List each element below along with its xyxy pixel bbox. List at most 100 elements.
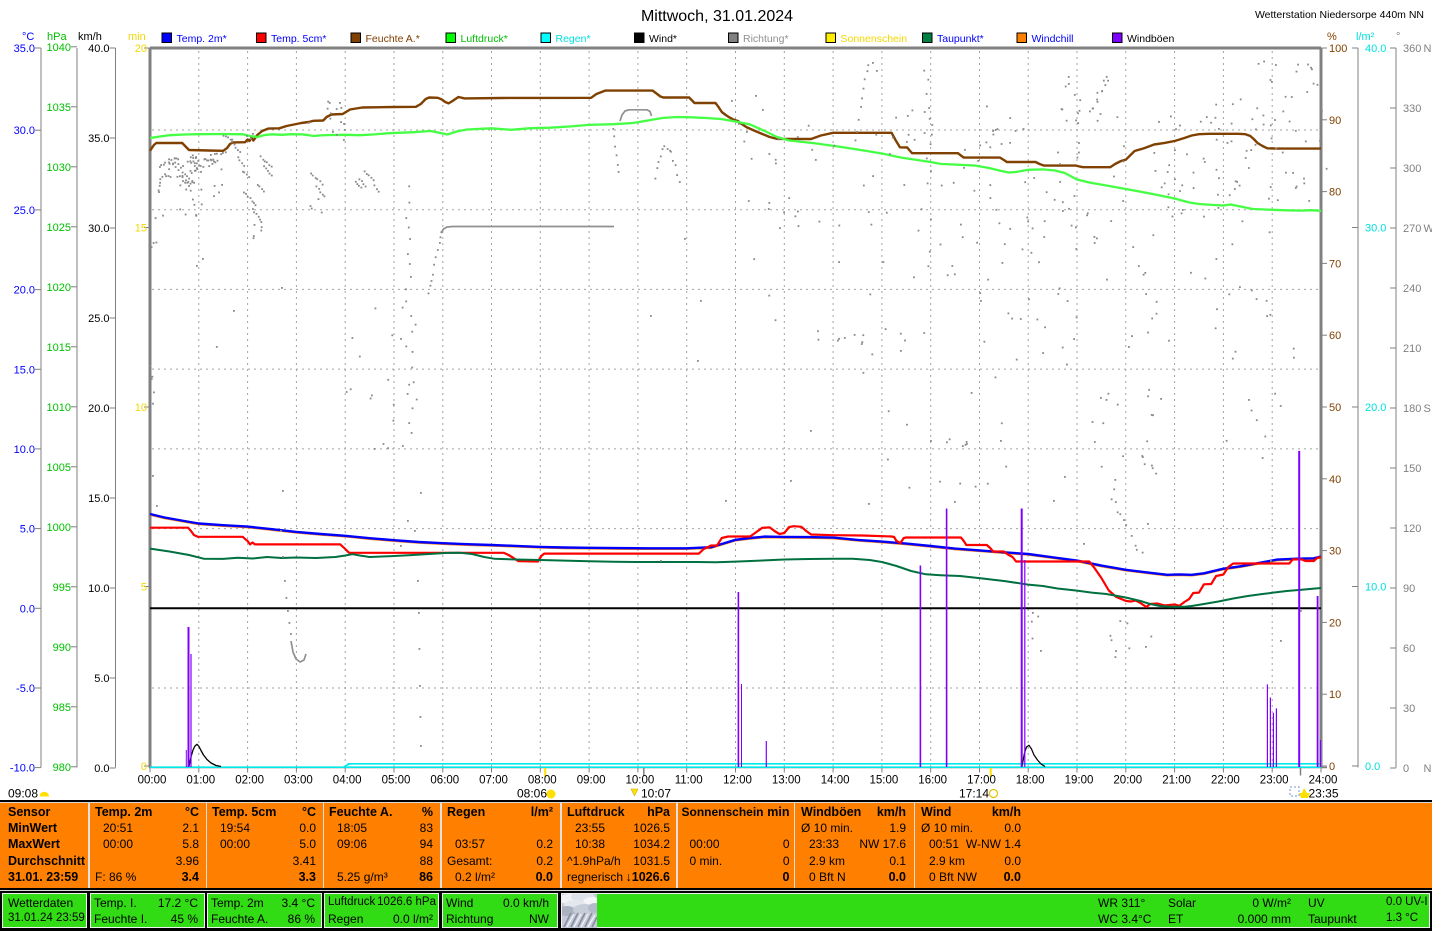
svg-text:Windböen: Windböen <box>1127 33 1174 45</box>
svg-text:N: N <box>1424 43 1432 55</box>
svg-text:07:00: 07:00 <box>479 775 508 787</box>
svg-text:-10.0: -10.0 <box>10 763 35 775</box>
svg-text:09:00: 09:00 <box>577 775 606 787</box>
svg-text:70: 70 <box>1329 258 1341 270</box>
svg-text:10.0: 10.0 <box>1365 582 1386 594</box>
svg-text:10.0: 10.0 <box>88 583 109 595</box>
svg-text:Temp. 2m*: Temp. 2m* <box>177 33 227 45</box>
svg-text:20: 20 <box>1329 617 1341 629</box>
svg-text:1005: 1005 <box>47 462 71 474</box>
svg-text:1030: 1030 <box>47 162 71 174</box>
svg-text:Wind*: Wind* <box>649 33 677 45</box>
svg-text:995: 995 <box>53 582 71 594</box>
svg-text:180: 180 <box>1403 403 1421 415</box>
svg-text:Luftdruck*: Luftdruck* <box>461 33 508 45</box>
svg-text:15.0: 15.0 <box>14 364 35 376</box>
svg-text:Temp. 5cm*: Temp. 5cm* <box>271 33 326 45</box>
svg-text:90: 90 <box>1329 115 1341 127</box>
svg-text:25.0: 25.0 <box>88 313 109 325</box>
svg-text:10: 10 <box>135 402 147 414</box>
svg-text:5: 5 <box>141 582 147 594</box>
svg-text:18:00: 18:00 <box>1016 775 1045 787</box>
svg-text:980: 980 <box>53 762 71 774</box>
svg-text:15: 15 <box>135 223 147 235</box>
svg-text:02:00: 02:00 <box>235 775 264 787</box>
svg-text:120: 120 <box>1403 523 1421 535</box>
svg-text:16:00: 16:00 <box>918 775 947 787</box>
svg-text:Sonnenschein: Sonnenschein <box>841 33 908 45</box>
svg-text:03:00: 03:00 <box>284 775 313 787</box>
svg-text:l/m²: l/m² <box>1356 31 1375 43</box>
svg-text:20: 20 <box>135 43 147 55</box>
svg-text:23:35: 23:35 <box>1309 787 1339 801</box>
svg-text:08:06: 08:06 <box>517 787 547 801</box>
svg-text:5.0: 5.0 <box>20 524 35 536</box>
svg-text:210: 210 <box>1403 343 1421 355</box>
svg-text:270: 270 <box>1403 223 1421 235</box>
svg-text:40.0: 40.0 <box>1365 43 1386 55</box>
svg-text:0: 0 <box>1403 763 1409 775</box>
svg-text:25.0: 25.0 <box>14 205 35 217</box>
svg-text:hPa: hPa <box>47 31 67 43</box>
svg-text:990: 990 <box>53 642 71 654</box>
svg-text:20.0: 20.0 <box>88 403 109 415</box>
svg-text:00:00: 00:00 <box>138 775 167 787</box>
svg-text:30.0: 30.0 <box>14 125 35 137</box>
svg-text:1035: 1035 <box>47 102 71 114</box>
svg-text:30.0: 30.0 <box>1365 223 1386 235</box>
svg-text:1000: 1000 <box>47 522 71 534</box>
svg-text:60: 60 <box>1403 643 1415 655</box>
svg-text:08:00: 08:00 <box>528 775 557 787</box>
svg-text:30: 30 <box>1403 703 1415 715</box>
svg-text:21:00: 21:00 <box>1162 775 1191 787</box>
svg-text:20.0: 20.0 <box>1365 402 1386 414</box>
svg-text:15:00: 15:00 <box>870 775 899 787</box>
svg-text:240: 240 <box>1403 283 1421 295</box>
svg-text:17:14: 17:14 <box>959 787 989 801</box>
svg-text:20.0: 20.0 <box>14 285 35 297</box>
svg-text:06:00: 06:00 <box>430 775 459 787</box>
svg-text:60: 60 <box>1329 330 1341 342</box>
svg-text:0.0: 0.0 <box>20 603 35 615</box>
svg-text:15.0: 15.0 <box>88 493 109 505</box>
svg-text:10:00: 10:00 <box>626 775 655 787</box>
svg-text:Feuchte A.*: Feuchte A.* <box>366 33 420 45</box>
svg-text:23:00: 23:00 <box>1260 775 1289 787</box>
svg-text:10:07: 10:07 <box>641 787 671 801</box>
svg-text:12:00: 12:00 <box>723 775 752 787</box>
svg-text:W: W <box>1424 223 1432 235</box>
svg-text:min: min <box>128 31 146 43</box>
svg-text:05:00: 05:00 <box>382 775 411 787</box>
svg-text:Regen*: Regen* <box>556 33 591 45</box>
svg-text:40.0: 40.0 <box>88 43 109 55</box>
svg-text:100: 100 <box>1329 43 1347 55</box>
svg-text:5.0: 5.0 <box>94 673 109 685</box>
svg-text:90: 90 <box>1403 583 1415 595</box>
svg-text:22:00: 22:00 <box>1211 775 1240 787</box>
svg-text:09:08: 09:08 <box>8 787 38 801</box>
svg-text:300: 300 <box>1403 163 1421 175</box>
svg-text:N: N <box>1424 763 1432 775</box>
svg-text:150: 150 <box>1403 463 1421 475</box>
svg-text:%: % <box>1327 31 1337 43</box>
svg-text:1010: 1010 <box>47 402 71 414</box>
svg-text:S: S <box>1424 403 1431 415</box>
svg-text:24:00: 24:00 <box>1309 775 1338 787</box>
svg-text:1020: 1020 <box>47 282 71 294</box>
svg-text:80: 80 <box>1329 187 1341 199</box>
svg-text:20:00: 20:00 <box>1113 775 1142 787</box>
svg-text:0: 0 <box>141 761 147 773</box>
svg-text:1040: 1040 <box>47 42 71 54</box>
svg-text:19:00: 19:00 <box>1065 775 1094 787</box>
svg-text:km/h: km/h <box>78 31 102 43</box>
svg-text:1015: 1015 <box>47 342 71 354</box>
svg-text:-5.0: -5.0 <box>16 683 35 695</box>
svg-text:14:00: 14:00 <box>821 775 850 787</box>
svg-text:330: 330 <box>1403 103 1421 115</box>
svg-text:10: 10 <box>1329 689 1341 701</box>
svg-text:35.0: 35.0 <box>88 133 109 145</box>
svg-text:01:00: 01:00 <box>186 775 215 787</box>
svg-text:30: 30 <box>1329 546 1341 558</box>
svg-text:04:00: 04:00 <box>333 775 362 787</box>
svg-text:Wetterstation Niedersorpe 440m: Wetterstation Niedersorpe 440m NN <box>1255 9 1424 21</box>
